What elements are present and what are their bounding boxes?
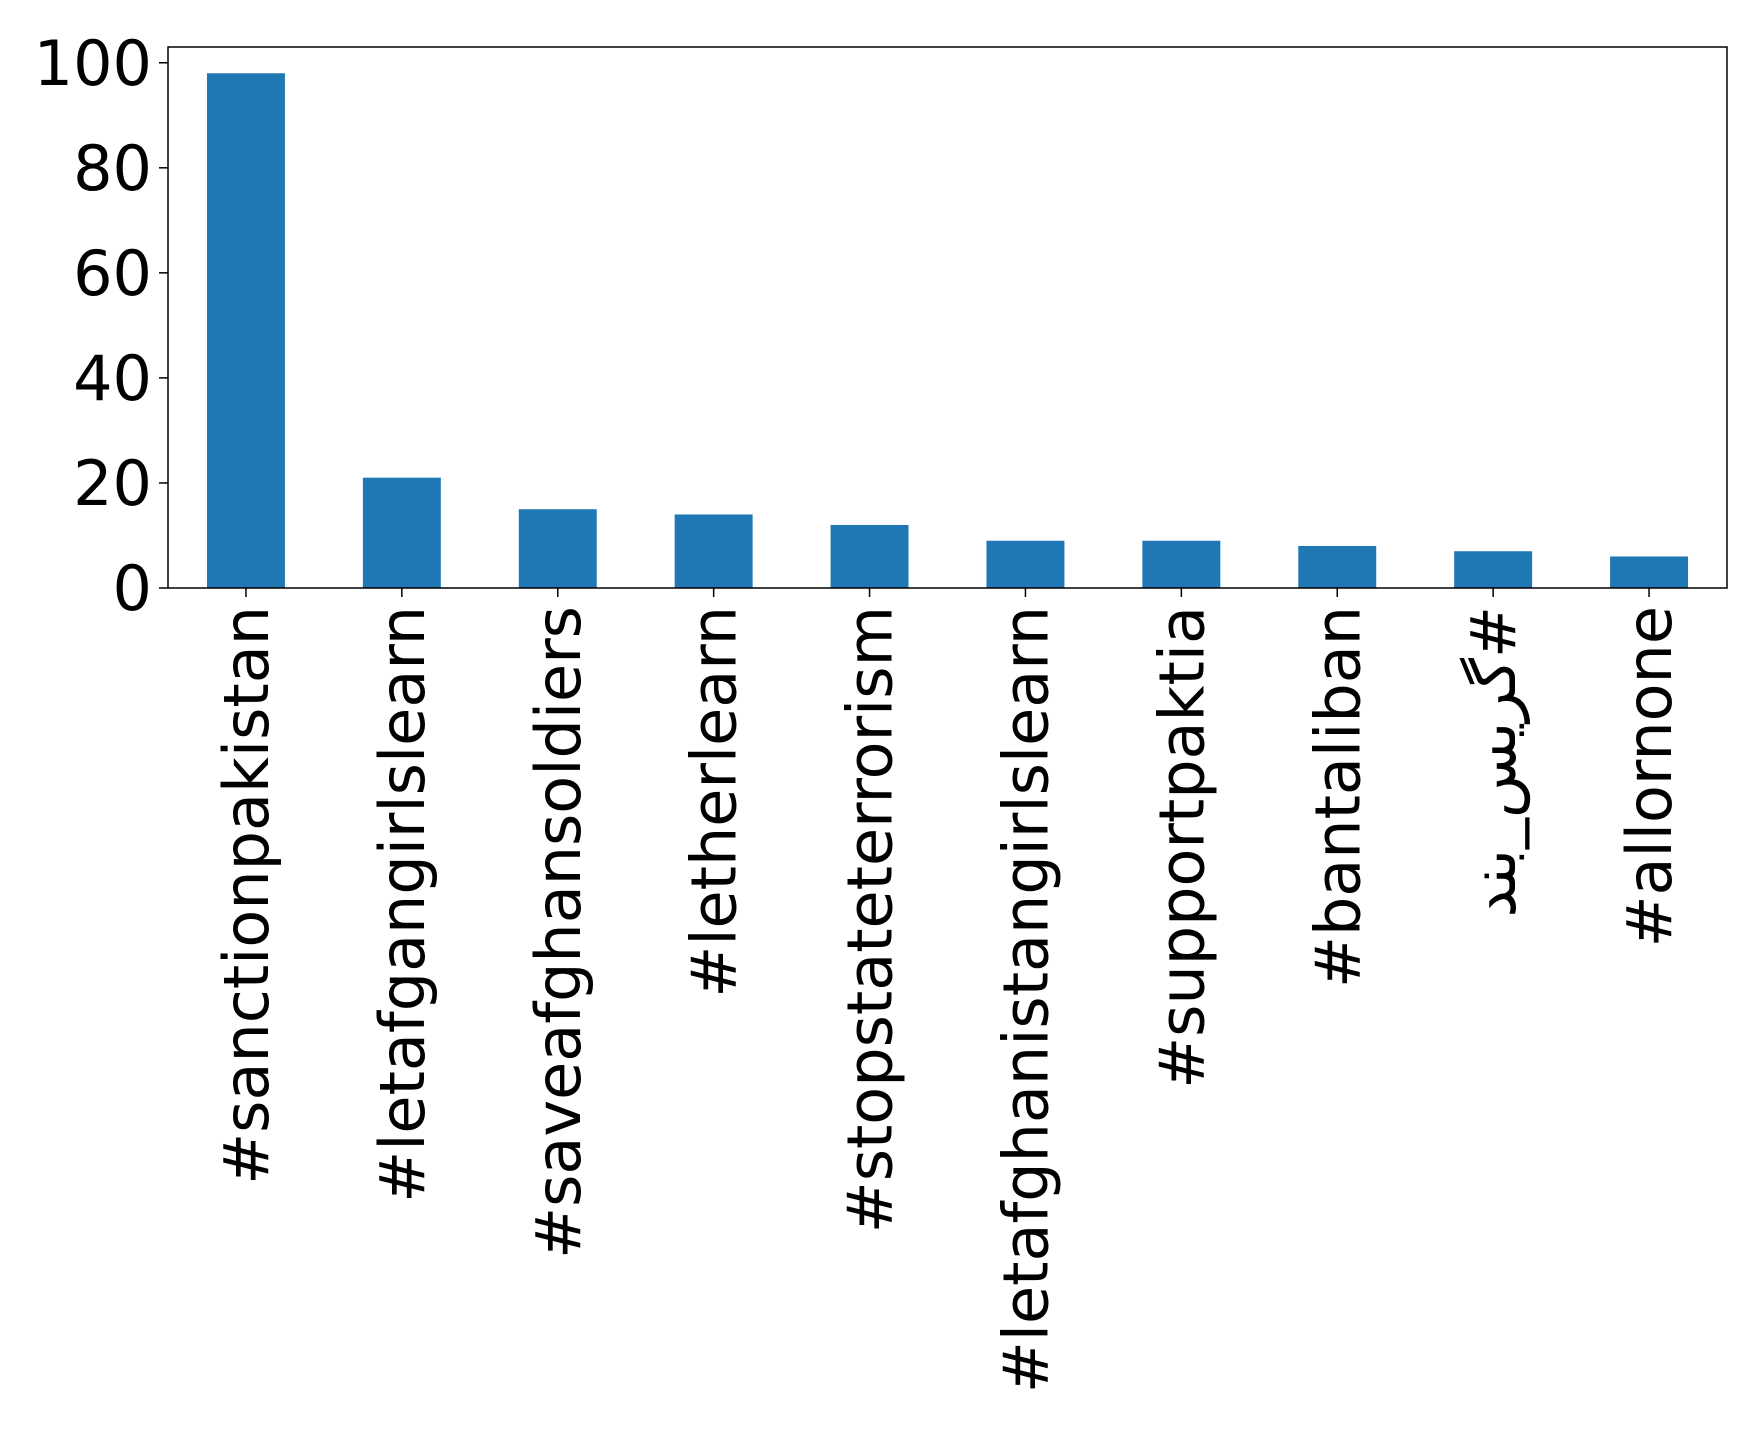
bar	[1610, 556, 1689, 588]
bar	[518, 509, 597, 588]
x-tick-label: #supportpaktia	[1145, 606, 1218, 1089]
bar	[674, 514, 753, 588]
y-tick-label: 20	[73, 447, 152, 520]
y-tick-label: 60	[73, 237, 152, 310]
bar	[206, 73, 285, 588]
x-tick-label: #bantaliban	[1301, 606, 1374, 988]
x-tick-label: #saveafghansoldiers	[522, 606, 595, 1259]
x-tick-label: #sanctionpakistan	[210, 606, 283, 1185]
bar	[1454, 551, 1533, 588]
y-tick-label: 100	[34, 27, 152, 100]
bars-layer	[206, 73, 1689, 588]
bar	[830, 524, 909, 588]
x-tick-label: #letafgangirlslearn	[366, 606, 439, 1203]
y-tick-label: 80	[73, 132, 152, 205]
y-tick-label: 40	[73, 342, 152, 415]
x-tick-label: #گریس_بند	[1457, 606, 1530, 917]
x-tick-label: #letherlearn	[678, 606, 751, 998]
x-tick-label: #letafghanistangirlslearn	[989, 606, 1062, 1393]
bar	[986, 540, 1065, 588]
y-tick-label: 0	[113, 552, 152, 625]
bar	[1298, 545, 1377, 588]
plot-area-frame	[167, 46, 1728, 589]
bar	[1142, 540, 1221, 588]
x-axis: #sanctionpakistan #letafgangirlslearn #sav…	[210, 588, 1686, 1393]
x-tick-label: #allornone	[1613, 606, 1686, 947]
y-axis: 0 20 40 60 80 100	[34, 27, 168, 625]
bar	[362, 477, 441, 588]
x-tick-label: #stopstateterrorism	[834, 606, 907, 1233]
